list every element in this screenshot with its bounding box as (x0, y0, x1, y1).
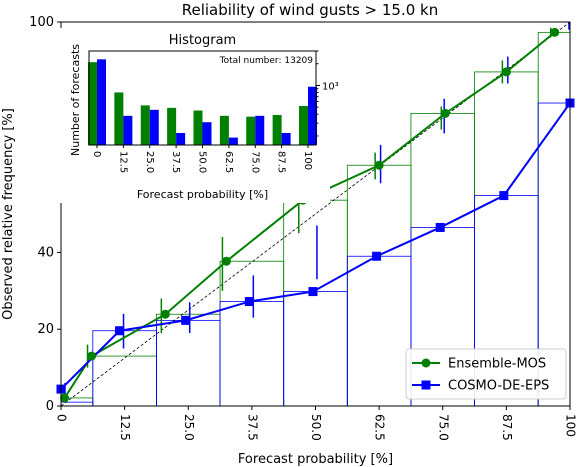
hist-x-tick-label-4: 50.0 (197, 151, 208, 173)
x-tick-label-5: 62.5 (373, 414, 387, 441)
point-0-5 (374, 160, 384, 170)
hist-bar-1-2 (149, 109, 159, 145)
histogram-bars (88, 59, 317, 145)
hist-bar-0-0 (88, 62, 97, 145)
bin-1-2 (156, 319, 221, 407)
y-tick-label-1: 20 (37, 322, 54, 337)
bin-1-5 (346, 255, 412, 407)
hist-bar-1-6 (255, 115, 265, 145)
bin-0-2 (156, 313, 221, 407)
point-0-8 (550, 27, 560, 37)
y-tick-label-5: 100 (29, 15, 54, 30)
point-0-2 (160, 309, 170, 319)
bin-1-1 (92, 330, 157, 407)
chart-title: Reliability of wind gusts > 15.0 kn (182, 1, 439, 19)
histogram-inset: 0 12.5 25.0 37.5 50.0 62.5 75.0 87.5 100 Histogr… (30, 28, 339, 203)
hist-x-tick-label-8: 100 (302, 151, 313, 170)
legend-box (405, 348, 567, 400)
hist-bar-0-2 (140, 105, 150, 145)
hist-bar-1-8 (308, 86, 317, 145)
point-1-1 (115, 326, 125, 336)
point-0-0 (60, 393, 70, 403)
x-tick-label-6: 75.0 (436, 414, 450, 441)
hist-x-tick-label-5: 62.5 (223, 151, 234, 173)
hist-bar-1-1 (123, 115, 133, 145)
x-tick-label-1: 12.5 (118, 414, 132, 441)
hist-x-tick-label-0: 0 (91, 151, 102, 157)
y-axis-label: Observed relative frequency [%] (1, 108, 16, 320)
histogram-total-annotation: Total number: 13209 (219, 56, 314, 66)
legend: Ensemble-MOS COSMO-DE-EPS (405, 348, 567, 400)
histogram-ticks: 0 12.5 25.0 37.5 50.0 62.5 75.0 87.5 100 (91, 50, 320, 173)
bin-1-4 (283, 291, 348, 407)
histogram-title: Histogram (169, 33, 236, 48)
legend-label-0: Ensemble-MOS (448, 357, 546, 372)
point-0-3 (221, 256, 231, 266)
bin-0-5 (346, 164, 412, 407)
hist-bar-1-5 (228, 137, 238, 145)
hist-bar-1-7 (281, 132, 291, 145)
point-1-7 (499, 191, 509, 201)
x-tick-label-2: 25.0 (182, 414, 196, 441)
hist-bar-0-1 (114, 92, 124, 145)
y-tick-label-0: 0 (46, 399, 54, 414)
hist-bar-0-5 (219, 115, 229, 145)
y-tick-label-2: 40 (37, 245, 54, 260)
point-1-4 (308, 287, 318, 297)
x-tick-label-8: 100 (564, 414, 578, 437)
hist-bar-1-0 (97, 59, 106, 145)
bin-0-3 (219, 260, 285, 407)
hist-bar-0-7 (272, 115, 282, 145)
x-tick-label-3: 37.5 (245, 414, 259, 441)
histogram-x-label: Forecast probability [%] (137, 188, 268, 201)
hist-bar-0-4 (193, 110, 203, 145)
x-axis-label: Forecast probability [%] (238, 452, 393, 467)
point-0-6 (440, 108, 450, 118)
hist-x-tick-label-6: 75.0 (249, 151, 260, 173)
point-1-3 (244, 297, 254, 307)
point-1-5 (372, 251, 382, 261)
hist-x-tick-label-2: 25.0 (144, 151, 155, 173)
hist-bar-0-3 (167, 107, 177, 145)
hist-bar-1-4 (202, 122, 212, 145)
bin-0-1 (92, 355, 157, 407)
legend-marker-1 (421, 380, 431, 390)
x-axis-ticks: 0 12.5 25.0 37.5 50.0 62.5 75.0 87.5 100 (55, 406, 578, 441)
hist-bar-0-6 (246, 116, 256, 145)
x-tick-label-4: 50.0 (309, 414, 323, 441)
legend-marker-0 (421, 358, 431, 368)
point-0-1 (87, 351, 97, 361)
legend-label-1: COSMO-DE-EPS (448, 379, 549, 394)
hist-x-tick-label-1: 12.5 (117, 151, 128, 173)
point-1-2 (181, 315, 191, 325)
histogram-y-label: Number of forecasts (69, 44, 82, 156)
hist-x-tick-label-3: 37.5 (170, 151, 181, 173)
histogram-y-tick-label: 10³ (322, 81, 339, 92)
point-0-7 (501, 67, 511, 77)
point-1-6 (435, 222, 445, 232)
hist-bar-1-3 (176, 132, 186, 145)
x-tick-label-7: 87.5 (500, 414, 514, 441)
hist-bar-0-8 (299, 105, 308, 145)
x-tick-label-0: 0 (55, 414, 69, 422)
bin-1-3 (219, 301, 285, 407)
hist-x-tick-label-7: 87.5 (276, 151, 287, 173)
